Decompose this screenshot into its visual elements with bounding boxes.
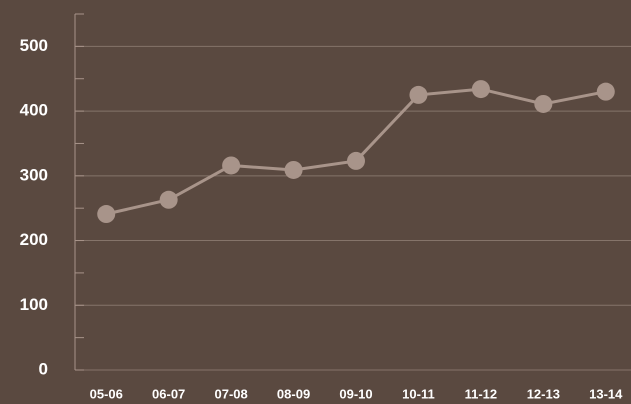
point	[97, 205, 116, 224]
point	[222, 156, 241, 175]
x-tick-label: 05-06	[90, 386, 123, 401]
point	[409, 85, 428, 104]
x-tick-label: 11-12	[465, 386, 498, 401]
x-tick-label: 06-07	[152, 386, 185, 401]
x-tick-label: 09-10	[339, 386, 372, 401]
x-tick-label: 10-11	[402, 386, 435, 401]
point	[159, 190, 178, 209]
point	[534, 94, 553, 113]
y-tick-label: 300	[20, 165, 48, 184]
point	[471, 80, 490, 99]
point	[284, 160, 303, 179]
y-tick-label: 100	[20, 295, 48, 314]
y-tick-label: 500	[20, 36, 48, 55]
y-tick-label: 200	[20, 230, 48, 249]
y-tick-label: 400	[20, 101, 48, 120]
y-tick-label: 0	[39, 359, 48, 378]
x-tick-label: 12-13	[527, 386, 560, 401]
x-tick-label: 07-08	[214, 386, 247, 401]
point	[596, 82, 615, 101]
x-tick-label: 08-09	[277, 386, 310, 401]
point	[347, 151, 365, 170]
x-tick-label: 13-14	[589, 386, 623, 401]
